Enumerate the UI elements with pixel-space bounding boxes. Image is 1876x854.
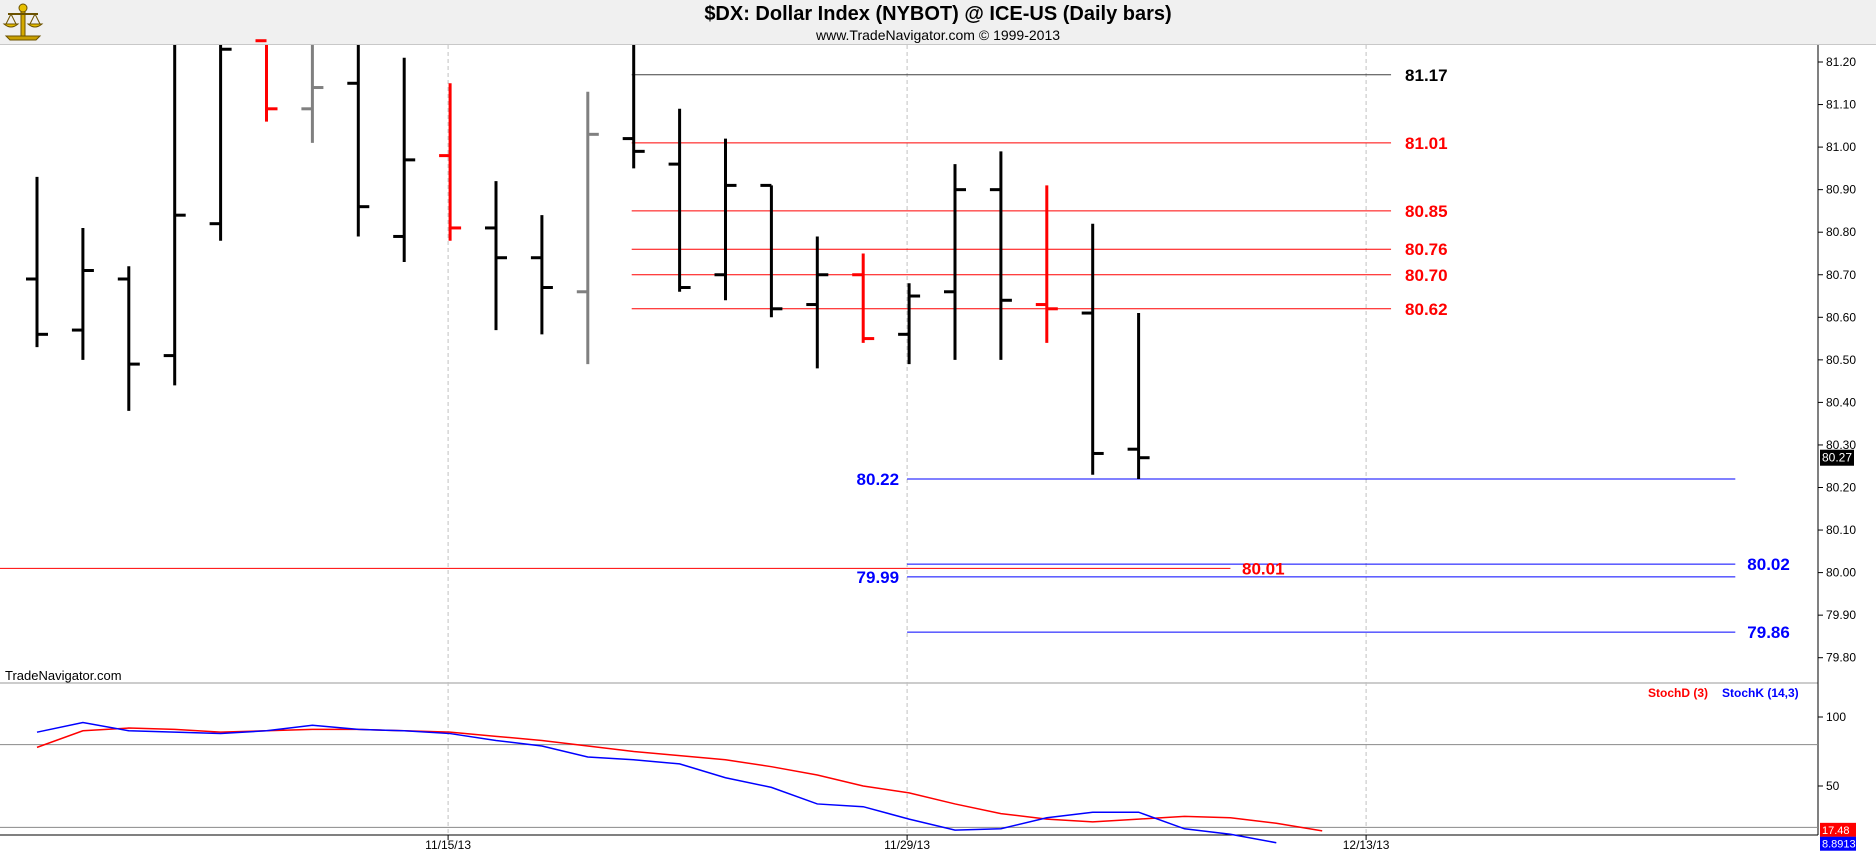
- price-level-label: 79.99: [857, 568, 900, 587]
- ohlc-bar: [71, 227, 94, 360]
- price-axis-label: 79.80: [1826, 651, 1856, 665]
- price-axis-label: 80.10: [1826, 523, 1856, 537]
- chart-title: $DX: Dollar Index (NYBOT) @ ICE-US (Dail…: [704, 3, 1172, 25]
- price-level-label: 80.62: [1405, 300, 1448, 319]
- watermark-text: TradeNavigator.com: [5, 668, 122, 683]
- price-axis-label: 80.30: [1826, 438, 1856, 452]
- stochk-badge: [1820, 836, 1856, 851]
- ohlc-bar: [576, 91, 599, 365]
- price-level-label: 80.76: [1405, 240, 1448, 259]
- ohlc-bar: [485, 181, 507, 331]
- stoch-series-line: [36, 721, 1277, 844]
- legend-stochk: StochK (14,3): [1722, 686, 1799, 700]
- ohlc-bar: [944, 164, 966, 360]
- ohlc-bar: [347, 45, 370, 237]
- ohlc-bar: [530, 215, 553, 335]
- ohlc-bar: [668, 108, 691, 292]
- ohlc-bar: [301, 45, 324, 143]
- chart-subtitle: www.TradeNavigator.com © 1999-2013: [815, 27, 1061, 43]
- price-level-label: 81.17: [1405, 66, 1448, 85]
- price-levels-layer: 81.17 81.01 80.85 80.76 80.70 80.62 80.22 80.02…: [0, 66, 1790, 642]
- price-axis-label: 80.90: [1826, 183, 1856, 197]
- stochastic-layer: [0, 721, 1818, 844]
- price-axis-label: 81.20: [1826, 55, 1856, 69]
- ohlc-bar: [806, 236, 829, 369]
- ohlc-bars-layer: [26, 39, 1150, 479]
- ohlc-bar: [117, 266, 140, 411]
- price-level-label: 80.85: [1405, 202, 1448, 221]
- price-level-label: 80.02: [1747, 555, 1790, 574]
- stoch-series-line: [36, 727, 1323, 832]
- date-label: 12/13/13: [1343, 838, 1390, 852]
- stochd-value-label: 17.48: [1822, 825, 1850, 837]
- price-axis-label: 80.60: [1826, 310, 1856, 324]
- ohlc-bar: [26, 176, 48, 348]
- ohlc-bar: [163, 45, 186, 386]
- price-axis-label: 80.80: [1826, 225, 1856, 239]
- date-label: 11/15/13: [425, 838, 471, 852]
- ohlc-bar: [989, 151, 1012, 360]
- last-price-label: 80.27: [1822, 451, 1852, 465]
- price-axis-label: 80.40: [1826, 395, 1856, 409]
- ohlc-bar: [255, 39, 278, 122]
- ohlc-bar: [1127, 313, 1150, 479]
- price-level-label: 80.70: [1405, 266, 1448, 285]
- price-axis-label: 80.20: [1826, 481, 1856, 495]
- ohlc-bar: [393, 57, 416, 262]
- ohlc-bar: [1081, 223, 1104, 475]
- price-level-label: 80.22: [857, 470, 900, 489]
- ohlc-bar: [439, 83, 462, 241]
- price-axis-label: 80.00: [1826, 566, 1856, 580]
- stochk-value-label: 8.8913: [1822, 839, 1856, 851]
- legend-stochd: StochD (3): [1648, 686, 1708, 700]
- price-axis-label: 81.00: [1826, 140, 1856, 154]
- stochd-badge: [1820, 822, 1856, 837]
- axis-layer: 11/15/13 11/29/13 12/13/13 81.20 81.10 81.00 8…: [425, 55, 1856, 852]
- price-axis-label: 80.50: [1826, 353, 1856, 367]
- grid-layer: [0, 45, 1819, 836]
- ohlc-bar: [622, 45, 645, 169]
- stoch-axis-label: 50: [1826, 779, 1840, 793]
- date-label: 11/29/13: [884, 838, 930, 852]
- stoch-axis-label: 100: [1826, 710, 1846, 724]
- ohlc-bar: [760, 183, 783, 318]
- title-bar: $DX: Dollar Index (NYBOT) @ ICE-US (Dail…: [0, 0, 1876, 45]
- price-level-label: 81.01: [1405, 134, 1448, 153]
- price-axis-label: 79.90: [1826, 608, 1856, 622]
- price-level-label: 80.01: [1242, 559, 1285, 578]
- ohlc-bar: [852, 253, 875, 343]
- ohlc-bar: [1035, 185, 1058, 343]
- price-level-label: 79.86: [1747, 623, 1790, 642]
- price-axis-label: 80.70: [1826, 268, 1856, 282]
- ohlc-bar: [714, 138, 737, 301]
- ohlc-bar: [898, 283, 921, 365]
- last-price-badge: [1820, 449, 1854, 466]
- ohlc-bar: [209, 45, 232, 241]
- gold-scale-logo-icon: [2, 3, 44, 41]
- price-axis-label: 81.10: [1826, 98, 1856, 112]
